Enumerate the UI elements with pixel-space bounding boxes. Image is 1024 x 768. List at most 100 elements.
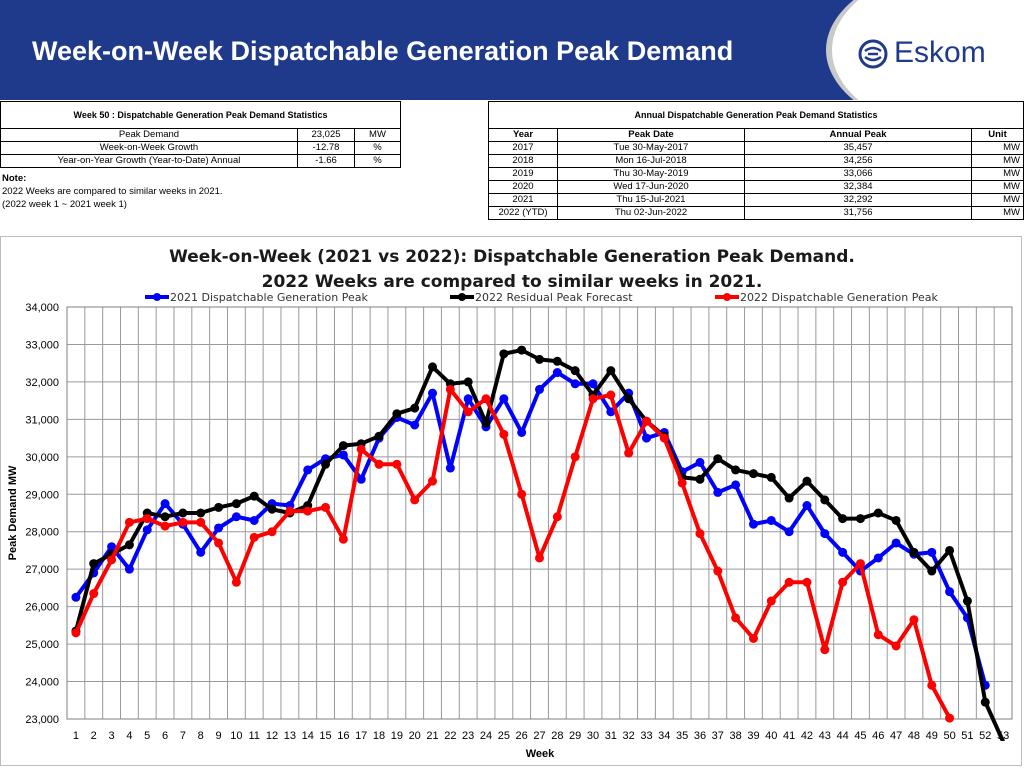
data-point [552,512,562,522]
x-tick-label: 27 [533,730,545,742]
week-stats-table: Week 50 : Dispatchable Generation Peak D… [0,101,401,168]
data-point [71,592,81,602]
data-point [659,433,669,443]
x-tick-label: 14 [302,730,314,742]
data-point [410,420,420,430]
data-point [855,559,865,569]
x-tick-label: 20 [409,730,421,742]
data-point [909,615,919,625]
data-point [196,547,206,557]
x-tick-label: 16 [337,730,349,742]
data-point [499,349,509,359]
header-banner: Week-on-Week Dispatchable Generation Pea… [0,0,1024,100]
series-line [74,370,988,686]
legend-swatch-marker [458,293,466,301]
data-point [980,697,990,707]
data-point [641,433,651,443]
legend-swatch-marker [723,293,731,301]
x-tick-label: 21 [426,730,438,742]
x-tick-label: 9 [215,730,221,742]
data-point [196,517,206,527]
data-point [945,587,955,597]
x-tick-label: 46 [872,730,884,742]
x-tick-label: 33 [640,730,652,742]
data-point [927,566,937,576]
x-tick-label: 18 [373,730,385,742]
x-tick-label: 17 [355,730,367,742]
data-point [713,487,723,497]
y-tick-label: 29,000 [25,489,59,501]
y-tick-label: 31,000 [25,414,59,426]
x-tick-label: 41 [783,730,795,742]
data-point [588,379,598,389]
y-tick-label: 24,000 [25,677,59,689]
x-tick-label: 5 [144,730,150,742]
table-row: 2020 Wed 17-Jun-2020 32,384 MW [488,180,1024,194]
data-point [445,463,455,473]
data-point [445,384,455,394]
x-tick-label: 29 [569,730,581,742]
y-tick-label: 25,000 [25,639,59,651]
data-point [124,517,134,527]
x-tick-label: 1 [73,730,79,742]
data-point [802,577,812,587]
note-label: Note: [2,173,27,184]
x-tick-label: 31 [605,730,617,742]
x-tick-label: 22 [444,730,456,742]
data-point [160,521,170,531]
data-point [731,613,741,623]
data-point [285,506,295,516]
data-point [356,474,366,484]
x-tick-label: 10 [230,730,242,742]
chart-frame [0,236,1022,766]
table-cell: MW [971,167,1024,181]
x-tick-label: 12 [266,730,278,742]
x-tick-label: 43 [819,730,831,742]
data-point [374,431,384,441]
annual-stats-table: Annual Dispatchable Generation Peak Dema… [488,101,1024,220]
x-tick-label: 45 [854,730,866,742]
y-tick-label: 26,000 [25,602,59,614]
data-point [71,628,81,638]
x-tick-label: 49 [926,730,938,742]
x-tick-label: 42 [801,730,813,742]
data-point [517,345,527,355]
table-row: Year-on-Year Growth (Year-to-Date) Annua… [0,154,401,168]
series-line [73,348,1005,741]
stat-unit: % [354,154,401,168]
x-tick-label: 11 [249,730,260,742]
data-point [428,476,438,486]
y-tick-label: 30,000 [25,452,59,464]
data-point [463,394,473,404]
data-point [303,506,313,516]
data-point [303,465,313,475]
table-row: 2021 Thu 15-Jul-2021 32,292 MW [488,193,1024,207]
data-point [160,499,170,509]
data-point [927,547,937,557]
x-tick-label: 4 [126,730,132,742]
data-point [748,469,758,479]
data-point [784,577,794,587]
data-point [517,489,527,499]
data-point [552,368,562,378]
eskom-logo: Eskom [858,36,998,76]
data-point [641,416,651,426]
data-point [731,480,741,490]
x-tick-label: 52 [979,730,991,742]
data-point [481,418,491,428]
data-point [695,474,705,484]
data-point [820,645,830,655]
x-tick-label: 44 [836,730,848,742]
data-point [624,448,634,458]
y-tick-label: 28,000 [25,527,59,539]
data-point [838,577,848,587]
table-row: 2022 (YTD) Thu 02-Jun-2022 31,756 MW [488,206,1024,220]
data-point [731,465,741,475]
legend-entry: 2022 Dispatchable Generation Peak [740,291,938,304]
y-tick-label: 33,000 [25,339,59,351]
x-tick-label: 38 [730,730,742,742]
x-tick-label: 35 [676,730,688,742]
data-point [231,577,241,587]
x-tick-label: 24 [480,730,492,742]
